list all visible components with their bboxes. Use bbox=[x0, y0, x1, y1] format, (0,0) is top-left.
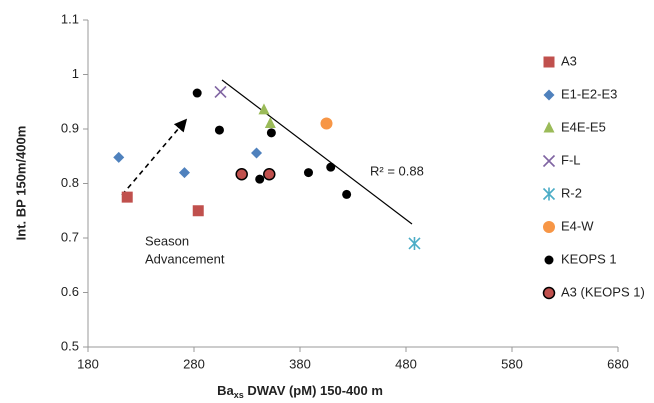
marker bbox=[542, 154, 556, 168]
marker bbox=[543, 56, 555, 68]
x-tick-label: 680 bbox=[607, 356, 629, 371]
marker bbox=[544, 255, 554, 265]
legend-label: E1-E2-E3 bbox=[561, 86, 617, 101]
marker bbox=[543, 221, 555, 233]
marker bbox=[303, 168, 313, 178]
marker bbox=[214, 125, 224, 135]
legend-label: A3 (KEOPS 1) bbox=[561, 284, 645, 299]
x-axis-label: Baxs DWAV (pM) 150-400 m bbox=[217, 383, 383, 400]
marker bbox=[192, 88, 202, 98]
marker bbox=[251, 147, 263, 159]
marker bbox=[326, 162, 336, 172]
marker bbox=[121, 191, 133, 203]
season-annotation: Advancement bbox=[145, 251, 225, 266]
legend-label: F-L bbox=[561, 152, 581, 167]
marker bbox=[235, 167, 248, 181]
legend-label: R-2 bbox=[561, 185, 582, 200]
legend-label: KEOPS 1 bbox=[561, 251, 617, 266]
r2-annotation: R² = 0.88 bbox=[370, 163, 424, 178]
x-tick-label: 480 bbox=[395, 356, 417, 371]
marker bbox=[266, 128, 276, 138]
marker bbox=[543, 89, 555, 101]
marker bbox=[542, 286, 556, 300]
y-tick-label: 0.9 bbox=[61, 120, 79, 135]
x-tick-label: 380 bbox=[289, 356, 311, 371]
legend-label: E4E-E5 bbox=[561, 119, 606, 134]
marker bbox=[192, 205, 204, 217]
marker bbox=[408, 236, 421, 250]
marker bbox=[342, 189, 352, 199]
x-tick-label: 180 bbox=[77, 356, 99, 371]
marker bbox=[178, 167, 190, 179]
legend-label: E4-W bbox=[561, 218, 594, 233]
season-annotation: Season bbox=[145, 233, 189, 248]
marker bbox=[263, 167, 276, 181]
y-tick-label: 0.6 bbox=[61, 284, 79, 299]
legend-label: A3 bbox=[561, 53, 577, 68]
y-tick-label: 1.1 bbox=[61, 11, 79, 26]
y-tick-label: 0.5 bbox=[61, 338, 79, 353]
trendline bbox=[221, 79, 413, 225]
y-tick-label: 1 bbox=[72, 66, 79, 81]
x-tick-label: 580 bbox=[501, 356, 523, 371]
marker bbox=[258, 103, 270, 115]
marker bbox=[255, 174, 265, 184]
marker bbox=[264, 117, 276, 129]
y-tick-label: 0.8 bbox=[61, 175, 79, 190]
x-tick-label: 280 bbox=[183, 356, 205, 371]
y-axis-label: Int. BP 150m/400m bbox=[13, 126, 28, 241]
marker bbox=[214, 85, 227, 99]
marker bbox=[320, 117, 333, 130]
marker bbox=[542, 187, 556, 201]
y-tick-label: 0.7 bbox=[61, 229, 79, 244]
marker bbox=[543, 121, 555, 133]
marker bbox=[113, 151, 125, 163]
season-arrow bbox=[121, 118, 188, 196]
